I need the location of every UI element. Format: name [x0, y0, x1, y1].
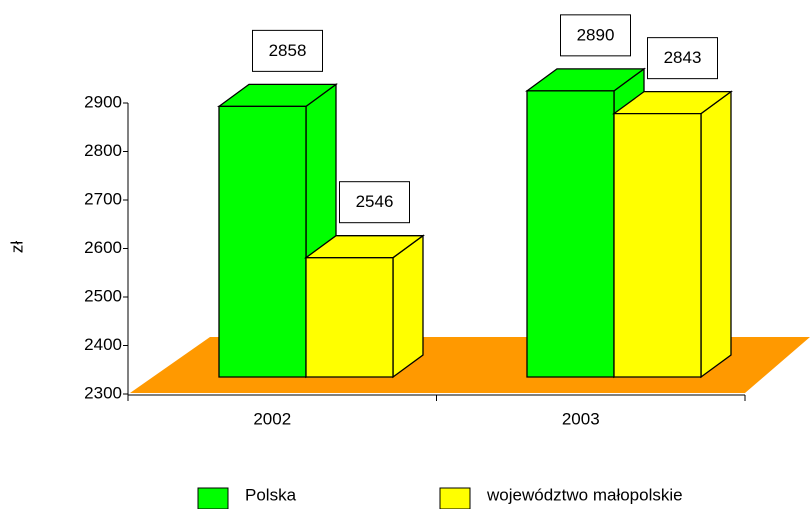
y-tick-label: 2400 [84, 335, 122, 354]
x-tick-label: 2003 [562, 409, 600, 428]
bar-front [526, 90, 615, 378]
value-label: 2546 [356, 192, 394, 211]
value-label: 2890 [577, 25, 615, 44]
bar [612, 90, 733, 379]
value-label-box [560, 14, 631, 57]
value-label-box [252, 29, 323, 72]
y-tick-label: 2600 [84, 238, 122, 257]
legend-label: województwo małopolskie [486, 485, 683, 504]
legend-swatch [197, 487, 229, 509]
legend-label: Polska [245, 485, 297, 504]
bar-front [613, 112, 702, 378]
bar-side [392, 234, 424, 379]
bar [304, 234, 425, 379]
y-tick-label: 2900 [84, 92, 122, 111]
y-tick-label: 2800 [84, 141, 122, 160]
bar-front [305, 257, 394, 378]
bar-front [218, 105, 307, 378]
y-tick-label: 2700 [84, 189, 122, 208]
value-label-box [647, 37, 718, 80]
bar-side [700, 90, 732, 379]
value-label: 2843 [664, 48, 702, 67]
value-label-box [339, 181, 410, 224]
legend-swatch [439, 487, 471, 509]
x-tick-label: 2002 [253, 409, 291, 428]
y-tick-label: 2500 [84, 286, 122, 305]
value-label: 2858 [269, 41, 307, 60]
y-axis-label: zł [7, 241, 26, 254]
y-tick-label: 2300 [84, 383, 122, 402]
